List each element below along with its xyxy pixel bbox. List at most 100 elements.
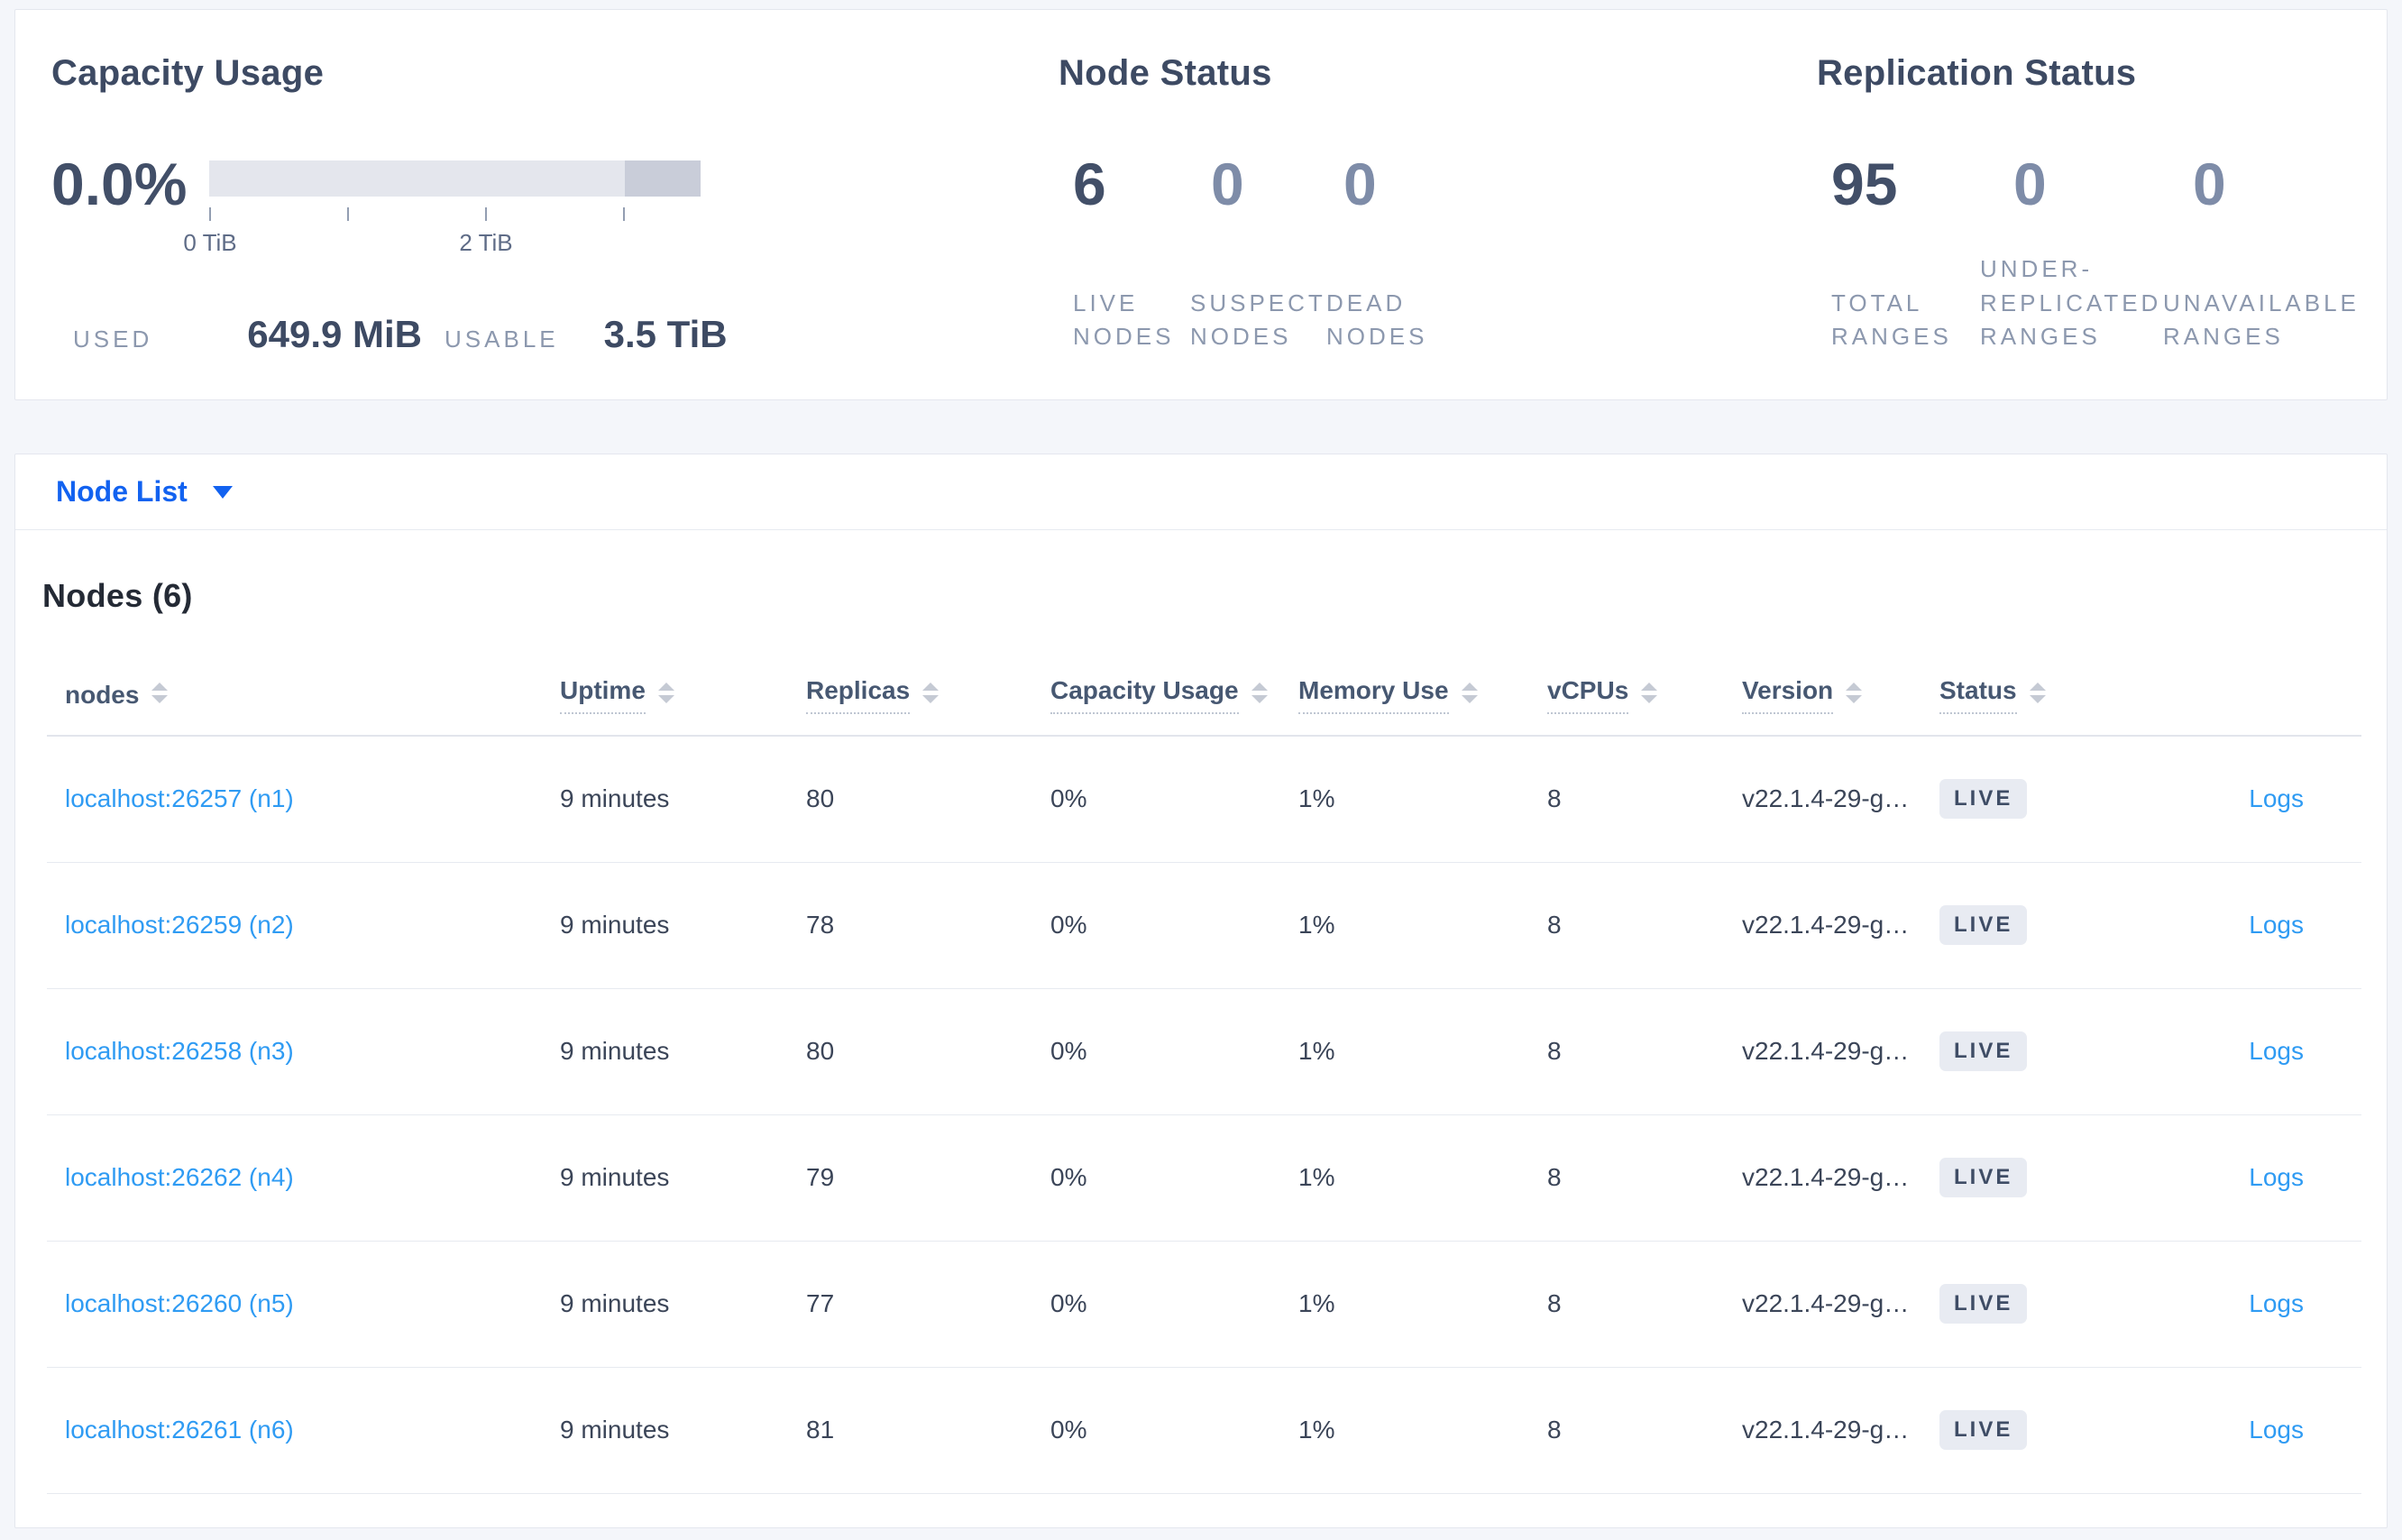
sort-icon[interactable] bbox=[922, 682, 940, 703]
vcpus-cell: 8 bbox=[1547, 736, 1742, 863]
logs-link[interactable]: Logs bbox=[2249, 784, 2304, 813]
replication-values: 95 0 0 bbox=[1831, 154, 2226, 214]
sort-icon[interactable] bbox=[1846, 682, 1863, 703]
sort-icon[interactable] bbox=[657, 682, 674, 703]
cluster-summary-card: Capacity Usage 0.0% 0 TiB 2 TiB USED 649… bbox=[14, 9, 2388, 400]
axis-tick bbox=[347, 207, 349, 221]
usable-label: USABLE bbox=[445, 325, 559, 353]
table-row: localhost:26261 (n6) 9 minutes 81 0% 1% … bbox=[47, 1367, 2361, 1494]
column-header-capacity-usage[interactable]: Capacity Usage bbox=[1050, 655, 1298, 737]
memory-use-cell: 1% bbox=[1298, 1114, 1547, 1242]
status-badge: LIVE bbox=[1939, 1158, 2028, 1197]
view-selector-dropdown[interactable]: Node List bbox=[56, 475, 188, 508]
status-badge: LIVE bbox=[1939, 779, 2028, 820]
total-ranges-count: 95 bbox=[1831, 151, 1898, 217]
logs-link[interactable]: Logs bbox=[2249, 1416, 2304, 1444]
suspect-nodes-count: 0 bbox=[1211, 151, 1244, 217]
axis-tick-label: 0 TiB bbox=[183, 229, 237, 256]
logs-link[interactable]: Logs bbox=[2249, 1163, 2304, 1191]
table-row: localhost:26260 (n5) 9 minutes 77 0% 1% … bbox=[47, 1241, 2361, 1368]
capacity-usage-cell: 0% bbox=[1050, 1367, 1298, 1494]
live-nodes-count: 6 bbox=[1073, 151, 1106, 217]
status-badge: LIVE bbox=[1939, 905, 2028, 945]
unavailable-count: 0 bbox=[2193, 151, 2226, 217]
nodes-panel-title: Nodes (6) bbox=[42, 577, 193, 614]
used-label: USED bbox=[73, 325, 153, 353]
node-status-values: 6 0 0 bbox=[1073, 154, 1377, 214]
capacity-usage-cell: 0% bbox=[1050, 1241, 1298, 1368]
memory-use-cell: 1% bbox=[1298, 736, 1547, 863]
vcpus-cell: 8 bbox=[1547, 1114, 1742, 1242]
logs-link[interactable]: Logs bbox=[2249, 1037, 2304, 1065]
column-header-status[interactable]: Status bbox=[1939, 655, 2165, 737]
sort-icon[interactable] bbox=[1461, 682, 1478, 703]
version-cell: v22.1.4-29-g… bbox=[1742, 1114, 1939, 1242]
memory-use-cell: 1% bbox=[1298, 988, 1547, 1115]
memory-use-cell: 1% bbox=[1298, 1241, 1547, 1368]
replicas-cell: 77 bbox=[806, 1241, 1050, 1368]
node-address-link[interactable]: localhost:26261 (n6) bbox=[65, 1416, 294, 1444]
column-header-replicas[interactable]: Replicas bbox=[806, 655, 1050, 737]
table-row: localhost:26259 (n2) 9 minutes 78 0% 1% … bbox=[47, 862, 2361, 989]
usable-value: 3.5 TiB bbox=[603, 313, 728, 355]
replication-status-title: Replication Status bbox=[1817, 53, 2137, 93]
axis-tick-label: 2 TiB bbox=[459, 229, 513, 256]
replicas-cell: 80 bbox=[806, 736, 1050, 863]
table-row: localhost:26262 (n4) 9 minutes 79 0% 1% … bbox=[47, 1114, 2361, 1242]
sort-icon[interactable] bbox=[1641, 682, 1658, 703]
version-cell: v22.1.4-29-g… bbox=[1742, 988, 1939, 1115]
uptime-cell: 9 minutes bbox=[560, 1367, 806, 1494]
axis-tick bbox=[623, 207, 625, 221]
capacity-bar-used-segment bbox=[625, 160, 701, 197]
under-replicated-count: 0 bbox=[2013, 151, 2047, 217]
logs-link[interactable]: Logs bbox=[2249, 1289, 2304, 1317]
replication-labels: TOTAL RANGES UNDER-REPLICATED RANGES UNA… bbox=[1831, 252, 2370, 354]
node-address-link[interactable]: localhost:26260 (n5) bbox=[65, 1289, 294, 1317]
sort-icon[interactable] bbox=[151, 682, 169, 703]
chevron-down-icon[interactable] bbox=[212, 485, 233, 499]
sort-icon[interactable] bbox=[2029, 682, 2046, 703]
capacity-usage-cell: 0% bbox=[1050, 862, 1298, 989]
node-address-link[interactable]: localhost:26259 (n2) bbox=[65, 911, 294, 939]
uptime-cell: 9 minutes bbox=[560, 1241, 806, 1368]
table-row: localhost:26258 (n3) 9 minutes 80 0% 1% … bbox=[47, 988, 2361, 1115]
capacity-usage-cell: 0% bbox=[1050, 988, 1298, 1115]
vcpus-cell: 8 bbox=[1547, 862, 1742, 989]
unavailable-label: UNAVAILABLE RANGES bbox=[2163, 289, 2360, 351]
table-header-row: nodes Uptime Replicas Capacity Usage Mem… bbox=[47, 655, 2361, 737]
vcpus-cell: 8 bbox=[1547, 1367, 1742, 1494]
axis-tick bbox=[209, 207, 211, 221]
status-badge: LIVE bbox=[1939, 1284, 2028, 1324]
replicas-cell: 81 bbox=[806, 1367, 1050, 1494]
column-header-logs bbox=[2165, 655, 2361, 737]
node-status-labels: LIVE NODES SUSPECT NODES DEAD NODES bbox=[1073, 287, 1471, 354]
table-row: localhost:26257 (n1) 9 minutes 80 0% 1% … bbox=[47, 736, 2361, 863]
memory-use-cell: 1% bbox=[1298, 862, 1547, 989]
node-status-title: Node Status bbox=[1059, 53, 1272, 93]
node-address-link[interactable]: localhost:26258 (n3) bbox=[65, 1037, 294, 1065]
version-cell: v22.1.4-29-g… bbox=[1742, 1367, 1939, 1494]
column-header-uptime[interactable]: Uptime bbox=[560, 655, 806, 737]
node-address-link[interactable]: localhost:26262 (n4) bbox=[65, 1163, 294, 1191]
node-address-link[interactable]: localhost:26257 (n1) bbox=[65, 784, 294, 813]
node-list-card: Node List Nodes (6) nodes Uptime Replica… bbox=[14, 454, 2388, 1528]
column-header-nodes[interactable]: nodes bbox=[47, 655, 560, 737]
column-header-version[interactable]: Version bbox=[1742, 655, 1939, 737]
logs-link[interactable]: Logs bbox=[2249, 911, 2304, 939]
replicas-cell: 78 bbox=[806, 862, 1050, 989]
replicas-cell: 79 bbox=[806, 1114, 1050, 1242]
uptime-cell: 9 minutes bbox=[560, 1114, 806, 1242]
axis-tick bbox=[485, 207, 487, 221]
version-cell: v22.1.4-29-g… bbox=[1742, 862, 1939, 989]
sort-icon[interactable] bbox=[1251, 682, 1268, 703]
capacity-used-percent: 0.0% bbox=[51, 151, 188, 217]
column-header-vcpus[interactable]: vCPUs bbox=[1547, 655, 1742, 737]
column-header-memory-use[interactable]: Memory Use bbox=[1298, 655, 1547, 737]
uptime-cell: 9 minutes bbox=[560, 988, 806, 1115]
uptime-cell: 9 minutes bbox=[560, 736, 806, 863]
status-badge: LIVE bbox=[1939, 1410, 2028, 1450]
nodes-table: nodes Uptime Replicas Capacity Usage Mem… bbox=[47, 655, 2361, 1494]
suspect-nodes-label: SUSPECT NODES bbox=[1190, 289, 1326, 351]
total-ranges-label: TOTAL RANGES bbox=[1831, 289, 1952, 351]
capacity-stats: USED 649.9 MiB USABLE 3.5 TiB bbox=[73, 313, 728, 357]
